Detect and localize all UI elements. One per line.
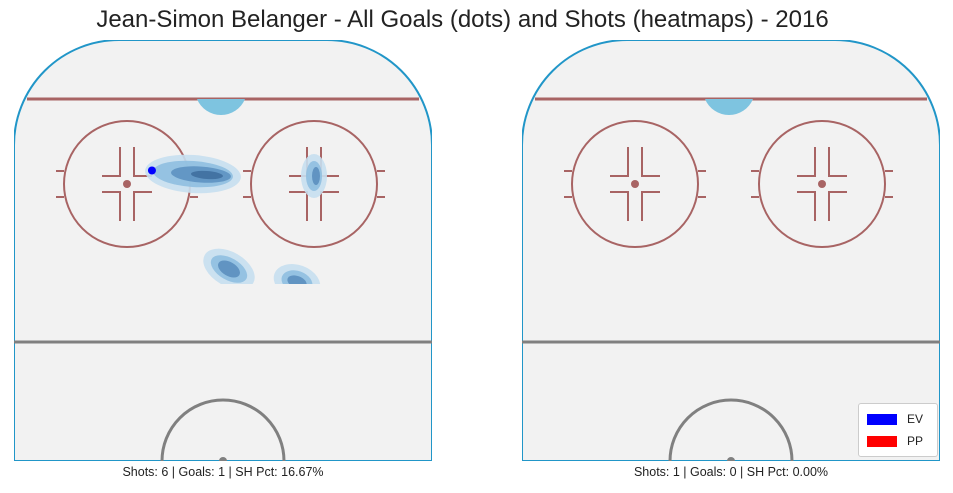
faceoff-dot-left bbox=[123, 180, 131, 188]
faceoff-dot-right bbox=[818, 180, 826, 188]
rink-left bbox=[14, 40, 432, 461]
center-circle bbox=[160, 398, 286, 461]
legend-item-ev: EV bbox=[867, 410, 923, 428]
legend: EV PP bbox=[858, 403, 938, 457]
panel-caption-right: Shots: 1 | Goals: 0 | SH Pct: 0.00% bbox=[633, 465, 829, 479]
center-dot bbox=[219, 457, 227, 461]
rink-boards bbox=[522, 40, 940, 461]
legend-swatch-pp bbox=[867, 435, 897, 447]
faceoff-circle-left bbox=[564, 120, 706, 248]
legend-label-pp: PP bbox=[907, 434, 924, 448]
faceoff-dot-left bbox=[631, 180, 639, 188]
center-dot bbox=[727, 457, 735, 461]
legend-label-ev: EV bbox=[907, 412, 924, 426]
legend-swatch-ev bbox=[867, 413, 897, 425]
goal-crease bbox=[197, 99, 245, 116]
faceoff-circle-right bbox=[751, 120, 893, 248]
shot-heatmap-left bbox=[145, 154, 330, 304]
goal-crease bbox=[705, 99, 753, 116]
chart-title: Jean-Simon Belanger - All Goals (dots) a… bbox=[96, 6, 829, 33]
center-circle bbox=[668, 398, 794, 461]
heat-blob-high-slot bbox=[145, 154, 241, 194]
legend-item-pp: PP bbox=[867, 432, 923, 450]
goal-dot bbox=[147, 166, 156, 175]
goal-dots-left bbox=[147, 166, 156, 175]
heat-blob-slot-left bbox=[203, 248, 255, 290]
rink-right bbox=[522, 40, 940, 461]
heat-blob-right-dot bbox=[301, 154, 327, 198]
panel-caption-left: Shots: 6 | Goals: 1 | SH Pct: 16.67% bbox=[122, 465, 324, 479]
